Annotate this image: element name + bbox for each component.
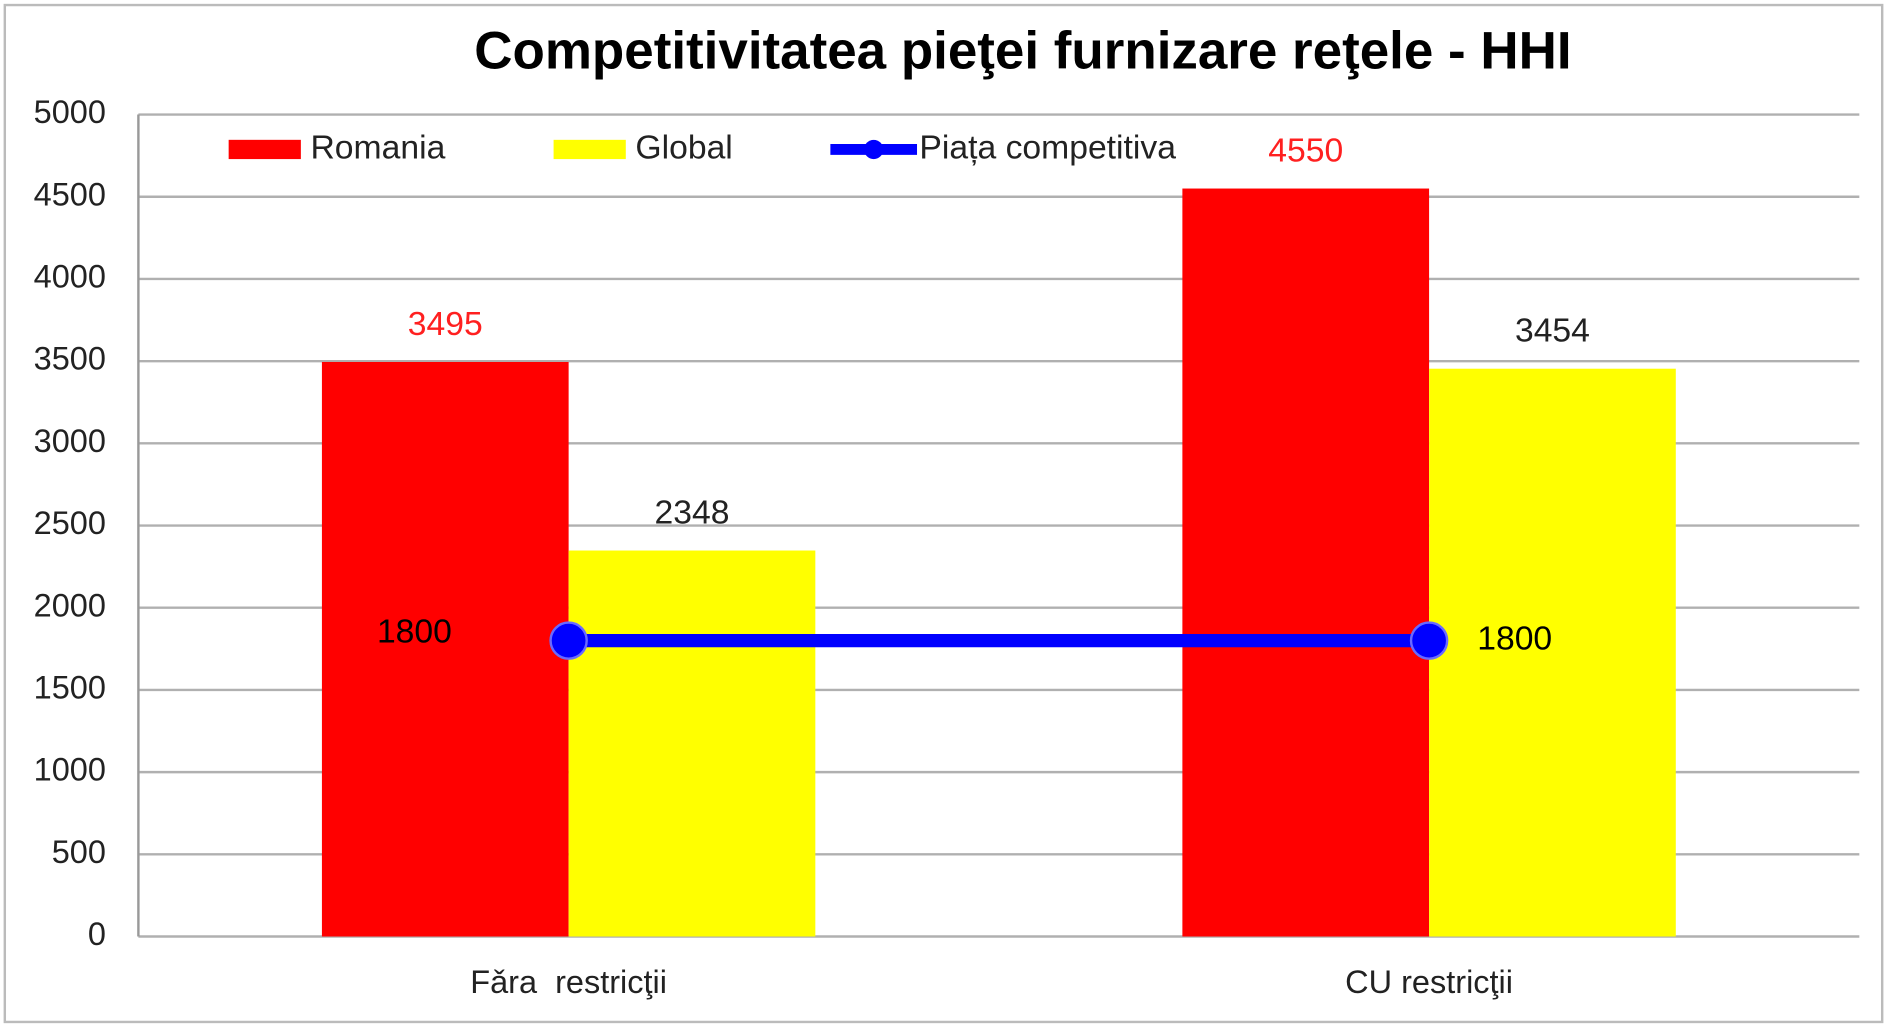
y-tick-label: 1000	[34, 752, 106, 788]
chart-title: Competitivitatea pieţei furnizare reţele…	[474, 21, 1571, 80]
data-label: 4550	[1268, 132, 1343, 169]
y-tick-label: 2500	[34, 505, 106, 541]
legend-label: Romania	[310, 129, 445, 166]
y-tick-label: 2000	[34, 587, 106, 623]
data-label: 3495	[408, 306, 483, 343]
data-label: 3454	[1515, 313, 1590, 350]
bar	[1429, 368, 1676, 937]
legend-label: Global	[635, 129, 732, 166]
data-label: 2348	[655, 494, 730, 531]
data-label: 1800	[1477, 621, 1552, 658]
line-marker	[1409, 621, 1449, 660]
legend-swatch	[864, 139, 884, 160]
legend-label: Piața competitiva	[919, 129, 1176, 166]
y-tick-label: 5000	[34, 94, 106, 130]
legend-swatch	[553, 139, 626, 160]
line-marker	[549, 621, 588, 660]
y-tick-label: 3500	[34, 341, 106, 377]
y-tick-label: 4500	[34, 176, 106, 212]
data-label: 1800	[377, 613, 452, 650]
legend-swatch	[228, 139, 301, 160]
bar	[321, 361, 569, 937]
bar	[1182, 188, 1430, 937]
y-tick-label: 3000	[34, 423, 106, 459]
y-tick-label: 4000	[34, 259, 106, 295]
bar	[568, 550, 816, 937]
x-tick-label: CU restricţii	[1345, 964, 1513, 1000]
y-tick-label: 0	[88, 916, 106, 952]
y-tick-label: 500	[52, 834, 106, 870]
x-tick-label: Fǎra restricţii	[470, 964, 667, 1000]
y-tick-label: 1500	[34, 670, 106, 706]
